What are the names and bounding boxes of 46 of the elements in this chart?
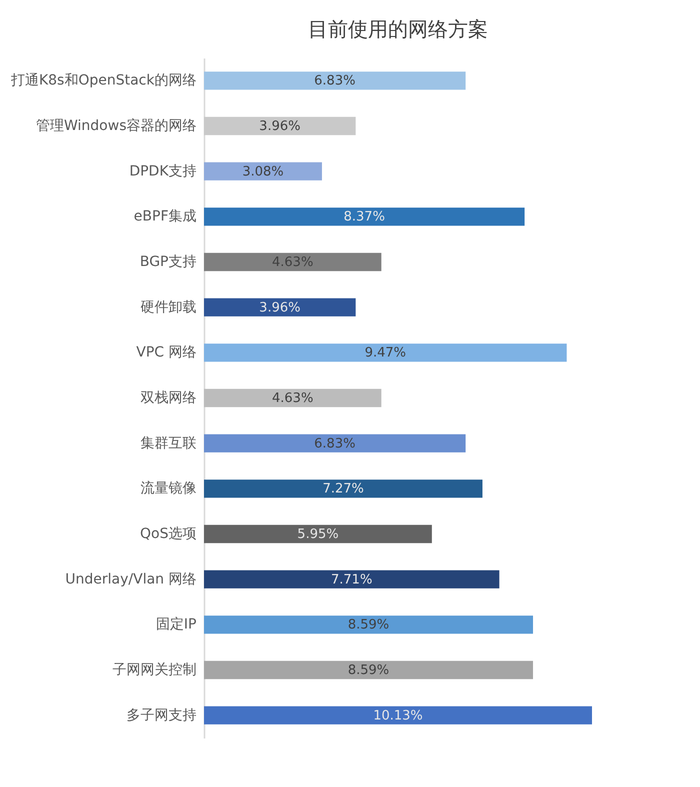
- y-tick-label: BGP支持: [140, 254, 196, 270]
- y-tick-label: 打通K8s和OpenStack的网络: [10, 72, 196, 89]
- data-label: 6.83%: [314, 436, 356, 452]
- data-label: 9.47%: [364, 346, 406, 361]
- data-label: 8.59%: [348, 663, 390, 678]
- bar: [204, 208, 525, 226]
- data-label: 10.13%: [373, 708, 423, 724]
- data-label: 7.71%: [331, 572, 372, 588]
- data-label: 4.63%: [272, 391, 314, 406]
- data-label: 6.83%: [314, 74, 356, 89]
- bar: [204, 616, 534, 634]
- bar: [204, 660, 534, 680]
- y-tick-label: 固定IP: [156, 616, 196, 633]
- bar: [204, 434, 466, 452]
- bar: [204, 162, 322, 180]
- data-label: 3.96%: [259, 119, 300, 134]
- y-tick-label: Underlay/Vlan 网络: [65, 571, 196, 588]
- y-tick-label: DPDK支持: [129, 163, 196, 180]
- data-label: 5.95%: [297, 527, 339, 542]
- y-tick-label: 流量镜像: [140, 480, 196, 497]
- bar: [204, 706, 592, 724]
- data-label: 8.37%: [344, 210, 385, 225]
- bar: [204, 344, 567, 362]
- y-tick-label: 子网网关控制: [112, 662, 196, 678]
- bar: [204, 524, 432, 544]
- y-tick-label: 管理Windows容器的网络: [36, 118, 196, 134]
- bar: [204, 116, 356, 136]
- bar: [204, 388, 382, 408]
- y-tick-label: 多子网支持: [126, 707, 196, 724]
- data-label: 8.59%: [348, 618, 390, 633]
- data-label: 3.08%: [242, 164, 284, 180]
- y-tick-label: 集群互联: [140, 435, 196, 452]
- y-tick-label: VPC 网络: [136, 344, 196, 361]
- bar: [204, 570, 500, 588]
- bar: [204, 298, 356, 316]
- y-tick-label: QoS选项: [140, 526, 196, 542]
- bar: [204, 252, 382, 272]
- data-label: 7.27%: [322, 482, 364, 497]
- bar: [204, 72, 466, 90]
- data-label: 4.63%: [272, 255, 314, 270]
- bar: [204, 480, 482, 498]
- y-tick-label: eBPF集成: [134, 208, 196, 225]
- chart-title: 目前使用的网络方案: [308, 17, 488, 41]
- y-tick-label: 硬件卸载: [140, 299, 196, 316]
- y-tick-label: 双栈网络: [140, 390, 196, 406]
- data-label: 3.96%: [259, 300, 300, 316]
